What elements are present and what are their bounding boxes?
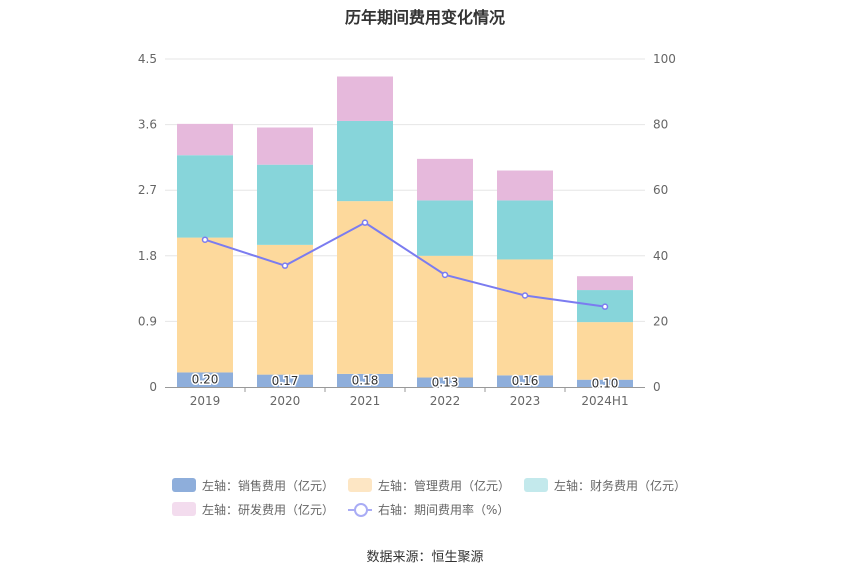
legend-label-expense-rate: 右轴：期间费用率（%） (378, 502, 510, 517)
legend-swatch-rnd (172, 502, 196, 516)
legend-item-rnd[interactable]: 左轴：研发费用（亿元） (172, 501, 334, 518)
bar-segment (257, 164, 313, 245)
chart-title: 历年期间费用变化情况 (344, 8, 505, 27)
x-tick-label: 2019 (190, 394, 221, 408)
bar-segment (177, 123, 233, 156)
bar-segment (337, 120, 393, 202)
bar-segment (177, 155, 233, 238)
bar-segment (257, 374, 313, 387)
bar-segment (337, 76, 393, 121)
data-source-note: 数据来源：恒生聚源 (366, 550, 484, 565)
legend-swatch-finance (524, 478, 549, 492)
chart-legend: 左轴：销售费用（亿元） 左轴：管理费用（亿元） 左轴：财务费用（亿元） 左轴：研… (172, 473, 692, 521)
legend-swatch-expense-rate (348, 502, 373, 517)
bar-segment (577, 276, 633, 291)
legend-label-admin: 左轴：管理费用（亿元） (378, 478, 511, 493)
x-tick-label: 2020 (270, 394, 301, 408)
legend-item-admin[interactable]: 左轴：管理费用（亿元） (348, 477, 510, 494)
y-left-tick-label: 1.8 (138, 249, 157, 263)
bar-segment (497, 200, 553, 260)
expense-rate-line (204, 221, 606, 308)
bar-segment (337, 201, 393, 374)
bar-segment (257, 127, 313, 165)
legend-label-finance: 左轴：财务费用（亿元） (554, 478, 687, 493)
bar-segment (417, 158, 473, 201)
y-right-tick-label: 60 (653, 183, 668, 197)
y-left-tick-label: 0.9 (138, 314, 157, 328)
legend-item-sales[interactable]: 左轴：销售费用（亿元） (172, 477, 334, 494)
legend-item-finance[interactable]: 左轴：财务费用（亿元） (524, 477, 686, 494)
y-left-tick-label: 0 (149, 380, 157, 394)
bar-segment (337, 373, 393, 387)
bar-segment (177, 237, 233, 373)
bar-data-label: 0.16 (512, 374, 539, 388)
y-left-tick-label: 2.7 (138, 183, 157, 197)
legend-label-sales: 左轴：销售费用（亿元） (202, 478, 335, 493)
bar-data-label: 0.20 (192, 373, 219, 387)
y-right-tick-label: 100 (653, 52, 676, 66)
expense-rate-point (361, 219, 369, 226)
expense-rate-point (441, 271, 449, 279)
expense-rate-point (281, 262, 289, 269)
expense-rate-point (201, 236, 209, 243)
legend-item-expense-rate[interactable]: 右轴：期间费用率（%） (348, 501, 509, 518)
y-right-tick-label: 20 (653, 314, 668, 328)
y-right-tick-label: 80 (653, 118, 668, 132)
bar-segment (177, 372, 233, 387)
x-tick-label: 2023 (510, 394, 541, 408)
bar-segment (497, 259, 553, 376)
bar-data-label: 0.10 (592, 376, 619, 390)
legend-swatch-admin (348, 478, 373, 492)
bar-data-label: 0.13 (432, 375, 459, 389)
legend-swatch-sales (172, 478, 196, 492)
y-right-tick-label: 0 (653, 380, 661, 394)
bar-segment (417, 200, 473, 256)
expense-rate-point (601, 303, 609, 310)
x-tick-label: 2024H1 (581, 394, 628, 408)
bar-segment (417, 377, 473, 387)
bar-data-label: 0.17 (272, 374, 299, 388)
legend-label-rnd: 左轴：研发费用（亿元） (202, 502, 335, 517)
x-tick-label: 2021 (350, 394, 381, 408)
bar-segment (577, 379, 633, 387)
y-left-tick-label: 4.5 (138, 52, 157, 66)
bar-segment (577, 322, 633, 380)
bar-data-label: 0.18 (352, 373, 379, 387)
y-right-tick-label: 40 (653, 249, 668, 263)
x-tick-label: 2022 (430, 394, 461, 408)
bar-segment (497, 375, 553, 387)
y-left-tick-label: 3.6 (138, 118, 157, 132)
expense-rate-point (521, 292, 529, 299)
bar-segment (497, 170, 553, 201)
